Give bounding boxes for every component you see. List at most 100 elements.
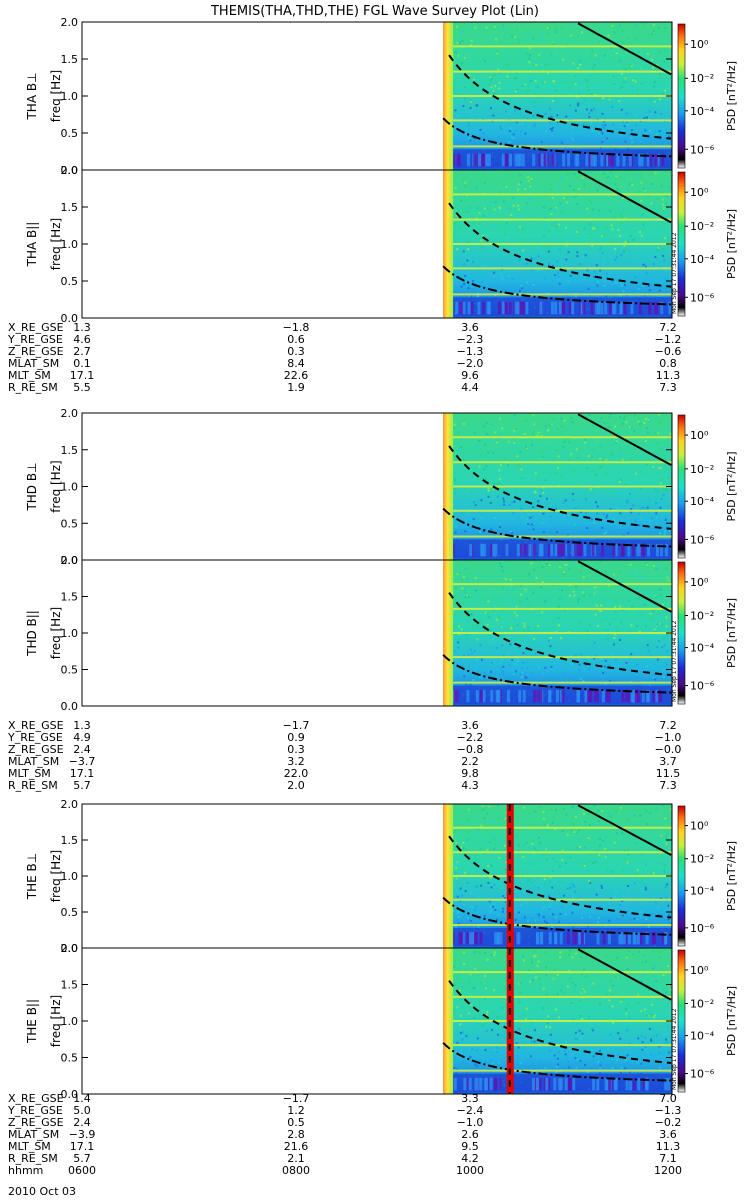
speckle-cell <box>515 71 518 74</box>
speckle-cell <box>654 901 657 904</box>
speckle-cell <box>463 654 466 657</box>
speckle-cell <box>569 807 572 810</box>
low-frequency-cell <box>455 301 459 315</box>
speckle-cell <box>549 188 552 191</box>
low-frequency-cell <box>597 301 601 315</box>
speckle-cell <box>640 181 643 184</box>
speckle-cell <box>492 90 495 93</box>
speckle-cell <box>534 954 537 957</box>
speckle-cell <box>492 91 495 94</box>
speckle-cell <box>484 454 487 457</box>
speckle-cell <box>614 247 617 250</box>
speckle-cell <box>586 207 589 210</box>
speckle-cell <box>621 204 624 207</box>
speckle-cell <box>550 115 553 118</box>
speckle-cell <box>603 127 606 130</box>
speckle-cell <box>666 1025 669 1028</box>
speckle-cell <box>519 991 522 994</box>
low-frequency-cell <box>475 689 479 703</box>
speckle-cell <box>571 921 574 924</box>
low-frequency-cell <box>596 932 600 945</box>
speckle-cell <box>555 643 558 646</box>
colorbar-label: PSD [nT²/Hz] <box>725 598 738 668</box>
speckle-cell <box>656 516 658 519</box>
speckle-cell <box>615 440 618 443</box>
speckle-cell <box>658 1051 661 1054</box>
speckle-cell <box>636 964 639 967</box>
low-frequency-cell <box>559 932 563 945</box>
low-frequency-cell <box>489 1077 493 1091</box>
ytick-label: 2.0 <box>61 16 79 29</box>
speckle-cell <box>477 831 480 834</box>
speckle-cell <box>615 52 618 55</box>
speckle-cell <box>466 259 469 262</box>
speckle-cell <box>484 207 486 210</box>
speckle-cell <box>477 925 480 928</box>
speckle-cell <box>496 1016 499 1019</box>
speckle-cell <box>480 499 483 502</box>
speckle-cell <box>452 88 455 91</box>
low-frequency-cell <box>660 301 664 315</box>
speckle-cell <box>471 108 474 111</box>
speckle-cell <box>499 464 502 467</box>
low-frequency-cell <box>501 153 505 167</box>
speckle-cell <box>622 869 624 872</box>
speckle-cell <box>647 285 650 288</box>
speckle-cell <box>574 816 577 819</box>
speckle-cell <box>453 478 456 481</box>
colorbar-tick-label: 10⁻² <box>690 997 714 1010</box>
speckle-cell <box>575 1066 578 1069</box>
speckle-cell <box>548 896 550 898</box>
low-frequency-cell <box>637 1077 641 1091</box>
speckle-cell <box>668 104 671 107</box>
speckle-cell <box>462 105 465 108</box>
low-frequency-cell <box>632 1077 636 1091</box>
dashed-curve <box>448 980 672 1065</box>
speckle-cell <box>636 1041 638 1044</box>
speckle-cell <box>621 458 624 461</box>
speckle-cell <box>638 590 640 593</box>
colorbar-tick-label: 10⁻² <box>690 853 714 866</box>
speckle-cell <box>661 646 664 649</box>
speckle-cell <box>655 567 658 570</box>
speckle-cell <box>620 453 623 456</box>
speckle-cell <box>634 520 637 523</box>
speckle-cell <box>499 840 502 843</box>
low-frequency-cell <box>474 932 477 945</box>
speckle-cell <box>518 1035 521 1037</box>
speckle-cell <box>510 213 513 216</box>
low-frequency-cell <box>485 153 489 167</box>
speckle-cell <box>664 864 667 867</box>
speckle-cell <box>598 132 601 135</box>
speckle-cell <box>635 114 638 117</box>
low-frequency-cell <box>627 689 631 703</box>
speckle-cell <box>637 420 640 423</box>
speckle-cell <box>603 284 606 287</box>
speckle-cell <box>611 580 614 583</box>
speckle-cell <box>480 516 483 519</box>
speckle-cell <box>653 459 656 462</box>
low-frequency-cell <box>622 932 626 945</box>
speckle-cell <box>605 516 608 519</box>
speckle-cell <box>627 853 630 856</box>
speckle-cell <box>468 257 470 260</box>
speckle-cell <box>591 244 594 247</box>
speckle-cell <box>640 82 643 85</box>
speckle-cell <box>555 860 558 863</box>
speckle-cell <box>473 987 476 990</box>
speckle-cell <box>611 25 614 27</box>
speckle-cell <box>502 570 505 573</box>
speckle-cell <box>655 980 658 982</box>
speckle-cell <box>516 455 519 458</box>
low-frequency-cell <box>466 689 470 703</box>
speckle-cell <box>476 295 479 298</box>
speckle-cell <box>456 248 459 251</box>
ephemeris-value: 3.6 <box>461 321 479 334</box>
speckle-cell <box>657 432 660 435</box>
speckle-cell <box>590 109 593 112</box>
speckle-cell <box>643 187 646 190</box>
panel-ylabel: THD B⊥ <box>25 462 39 511</box>
speckle-cell <box>599 838 602 841</box>
speckle-cell <box>570 1002 573 1004</box>
